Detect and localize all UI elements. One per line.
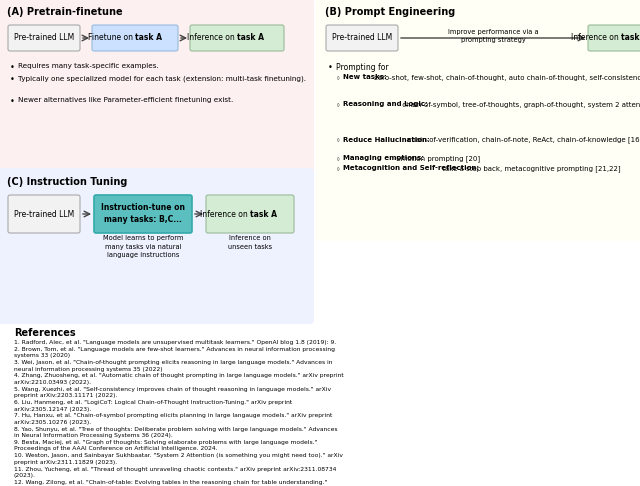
Text: New tasks:: New tasks:: [343, 74, 387, 80]
Text: neural information processing systems 35 (2022): neural information processing systems 35…: [14, 366, 163, 372]
Text: 11. Zhou, Yucheng, et al. "Thread of thought unraveling chaotic contexts." arXiv: 11. Zhou, Yucheng, et al. "Thread of tho…: [14, 467, 337, 471]
Text: arXiv:2305.12147 (2023).: arXiv:2305.12147 (2023).: [14, 406, 92, 412]
FancyBboxPatch shape: [92, 25, 178, 51]
Text: 9. Besta, Maciej, et al. "Graph of thoughts: Solving elaborate problems with lar: 9. Besta, Maciej, et al. "Graph of thoug…: [14, 440, 317, 445]
Text: zero-shot, few-shot, chain-of-thought, auto chain-of-thought, self-consistency, : zero-shot, few-shot, chain-of-thought, a…: [371, 74, 640, 81]
Text: task A: task A: [621, 34, 640, 42]
FancyBboxPatch shape: [326, 25, 398, 51]
Text: many tasks: B,C...: many tasks: B,C...: [104, 214, 182, 224]
Text: Inference on
unseen tasks: Inference on unseen tasks: [228, 235, 272, 249]
Text: Managing emotions:: Managing emotions:: [343, 155, 424, 161]
Text: Reduce Hallucination:: Reduce Hallucination:: [343, 137, 429, 142]
Text: Newer alternatives like Parameter-efficient finetuning exist.: Newer alternatives like Parameter-effici…: [18, 97, 233, 103]
Text: 6. Liu, Hanmeng, et al. "LogiCoT: Logical Chain-of-Thought Instruction-Tuning." : 6. Liu, Hanmeng, et al. "LogiCoT: Logica…: [14, 400, 292, 405]
Text: task A: task A: [135, 34, 162, 42]
Text: arXiv:2210.03493 (2022).: arXiv:2210.03493 (2022).: [14, 380, 91, 385]
FancyBboxPatch shape: [0, 0, 314, 174]
Text: (2023).: (2023).: [14, 473, 36, 478]
Text: preprint arXiv:2311.11829 (2023).: preprint arXiv:2311.11829 (2023).: [14, 460, 117, 465]
Text: Pre-trained LLM: Pre-trained LLM: [332, 34, 392, 42]
FancyBboxPatch shape: [0, 168, 314, 324]
Text: in Neural Information Processing Systems 36 (2024).: in Neural Information Processing Systems…: [14, 433, 173, 438]
Text: 1. Radford, Alec, et al. "Language models are unsupervised multitask learners." : 1. Radford, Alec, et al. "Language model…: [14, 340, 336, 345]
Text: ◦: ◦: [336, 155, 340, 164]
Text: 10. Weston, Jason, and Sainbayar Sukhbaatar. "System 2 Attention (is something y: 10. Weston, Jason, and Sainbayar Sukhbaa…: [14, 453, 343, 458]
Text: prompting strategy: prompting strategy: [461, 37, 525, 43]
Text: References: References: [14, 328, 76, 338]
Text: preprint arXiv:2203.11171 (2022).: preprint arXiv:2203.11171 (2022).: [14, 393, 117, 398]
Text: Improve performance via a: Improve performance via a: [448, 29, 538, 35]
Text: Inference on: Inference on: [200, 209, 250, 219]
Text: Finetune on: Finetune on: [88, 34, 135, 42]
Text: Emotion prompting [20]: Emotion prompting [20]: [394, 155, 481, 162]
Text: arXiv:2305.10276 (2023).: arXiv:2305.10276 (2023).: [14, 420, 91, 425]
Text: 7. Hu, Hanxu, et al. "Chain-of-symbol prompting elicits planning in large langau: 7. Hu, Hanxu, et al. "Chain-of-symbol pr…: [14, 413, 332, 418]
Text: (A) Pretrain-finetune: (A) Pretrain-finetune: [7, 7, 123, 17]
Text: •: •: [10, 75, 15, 84]
FancyBboxPatch shape: [316, 0, 640, 241]
Text: •: •: [10, 97, 15, 106]
Text: Prompting for: Prompting for: [336, 63, 388, 72]
Text: ◦: ◦: [336, 165, 340, 174]
Text: 3. Wei, Jason, et al. "Chain-of-thought prompting elicits reasoning in large lan: 3. Wei, Jason, et al. "Chain-of-thought …: [14, 360, 333, 365]
Text: Model learns to perform
many tasks via natural
language instructions: Model learns to perform many tasks via n…: [103, 235, 183, 258]
FancyBboxPatch shape: [190, 25, 284, 51]
Text: •: •: [10, 63, 15, 72]
Text: (C) Instruction Tuning: (C) Instruction Tuning: [7, 177, 127, 187]
Text: 4. Zhang, Zhuosheng, et al. "Automatic chain of thought prompting in large langu: 4. Zhang, Zhuosheng, et al. "Automatic c…: [14, 373, 344, 379]
Text: ◦: ◦: [336, 101, 340, 110]
Text: Proceedings of the AAAI Conference on Artificial Intelligence. 2024.: Proceedings of the AAAI Conference on Ar…: [14, 447, 218, 451]
Text: 8. Yao, Shunyu, et al. "Tree of thoughts: Deliberate problem solving with large : 8. Yao, Shunyu, et al. "Tree of thoughts…: [14, 427, 337, 432]
FancyBboxPatch shape: [588, 25, 640, 51]
Text: Inference on: Inference on: [571, 34, 621, 42]
FancyBboxPatch shape: [206, 195, 294, 233]
Text: take a step back, metacognitive prompting [21,22]: take a step back, metacognitive promptin…: [440, 165, 621, 172]
Text: (B) Prompt Engineering: (B) Prompt Engineering: [325, 7, 455, 17]
Text: •: •: [328, 63, 333, 72]
Text: systems 33 (2020): systems 33 (2020): [14, 353, 70, 358]
Text: Requires many task-specific examples.: Requires many task-specific examples.: [18, 63, 159, 69]
FancyBboxPatch shape: [94, 195, 192, 233]
FancyBboxPatch shape: [8, 195, 80, 233]
Text: 2. Brown, Tom, et al. "Language models are few-shot learners." Advances in neura: 2. Brown, Tom, et al. "Language models a…: [14, 347, 335, 352]
Text: task A: task A: [237, 34, 264, 42]
Text: Inference on: Inference on: [187, 34, 237, 42]
Text: ◦: ◦: [336, 137, 340, 145]
Text: ◦: ◦: [336, 74, 340, 83]
Text: chain-of-verification, chain-of-note, ReAct, chain-of-knowledge [16-19]: chain-of-verification, chain-of-note, Re…: [403, 137, 640, 143]
Text: Typically one specialized model for each task (extension: multi-task finetuning): Typically one specialized model for each…: [18, 75, 306, 82]
Text: chain-of-symbol, tree-of-thoughts, graph-of-thought, system 2 attention promptin: chain-of-symbol, tree-of-thoughts, graph…: [400, 101, 640, 108]
Text: Reasoning and Logic:: Reasoning and Logic:: [343, 101, 428, 107]
Text: Pre-trained LLM: Pre-trained LLM: [14, 209, 74, 219]
Text: task A: task A: [250, 209, 277, 219]
Text: Pre-trained LLM: Pre-trained LLM: [14, 34, 74, 42]
Text: Metacognition and Self-reflection:: Metacognition and Self-reflection:: [343, 165, 479, 171]
Text: Instruction-tune on: Instruction-tune on: [101, 203, 185, 211]
Text: 5. Wang, Xuezhi, et al. "Self-consistency improves chain of thought reasoning in: 5. Wang, Xuezhi, et al. "Self-consistenc…: [14, 387, 331, 392]
Text: 12. Wang, Zilong, et al. "Chain-of-table: Evolving tables in the reasoning chain: 12. Wang, Zilong, et al. "Chain-of-table…: [14, 480, 327, 485]
FancyBboxPatch shape: [8, 25, 80, 51]
